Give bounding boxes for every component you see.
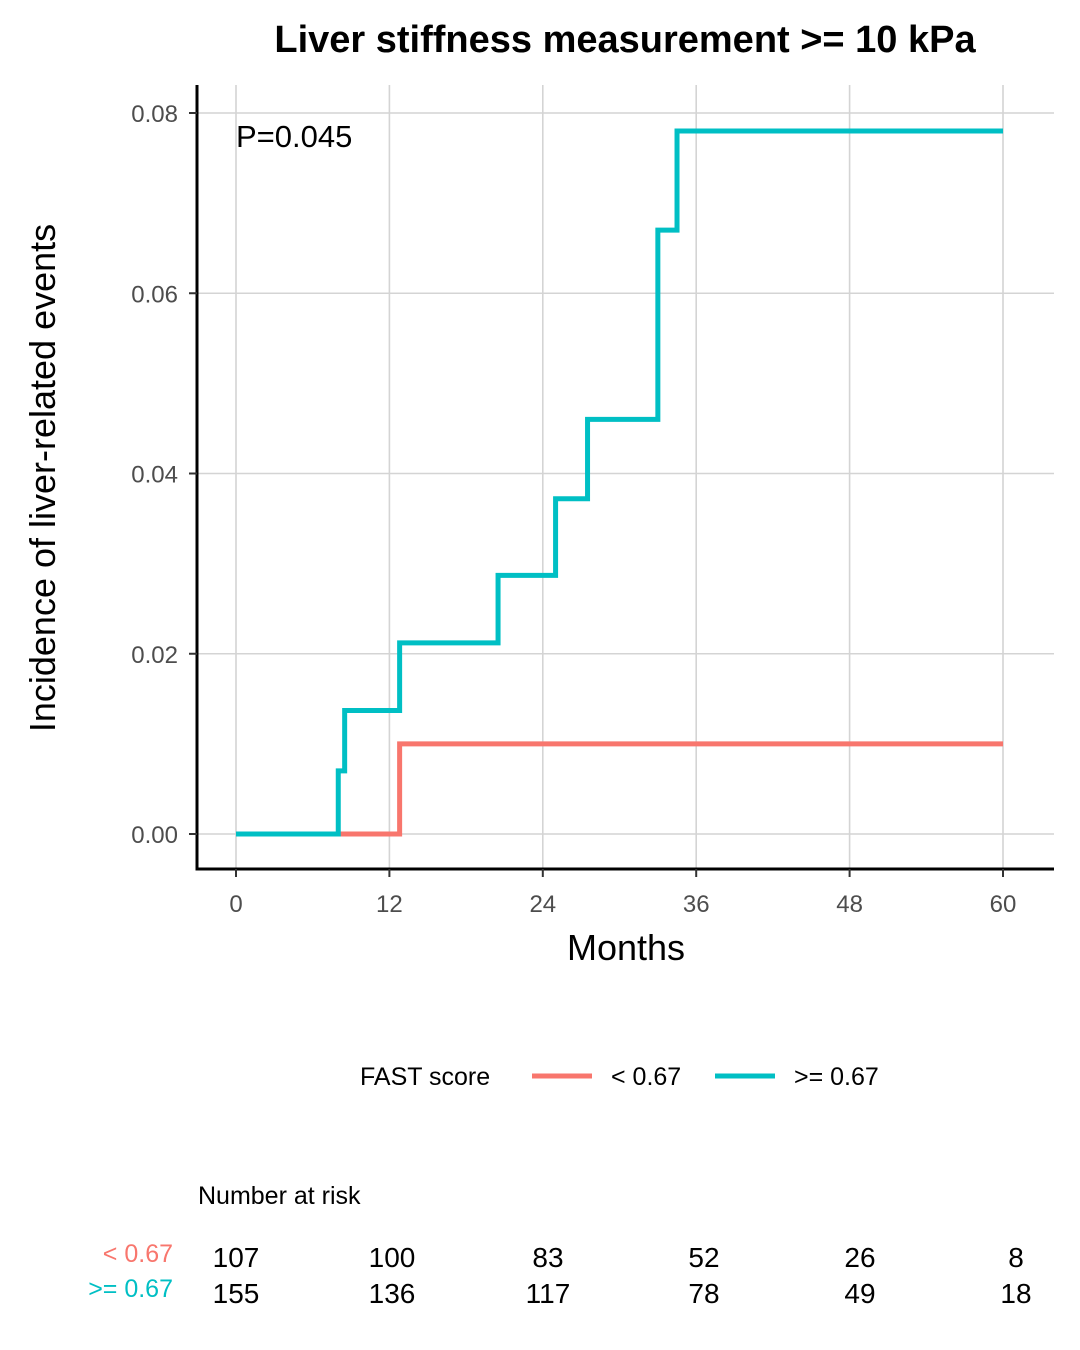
risk-value-low-1: 100 — [369, 1242, 416, 1273]
risk-value-high-3: 78 — [688, 1278, 719, 1309]
series-layer — [236, 128, 1003, 837]
y-tick-labels: 0.00 0.02 0.04 0.06 0.08 — [131, 101, 197, 849]
y-tick-label-3: 0.06 — [131, 281, 178, 308]
grid — [197, 85, 1054, 869]
x-tick-label-4: 48 — [836, 891, 863, 918]
risk-value-high-2: 117 — [526, 1278, 571, 1309]
chart-title: Liver stiffness measurement >= 10 kPa — [274, 19, 976, 61]
x-tick-label-1: 12 — [376, 891, 403, 918]
risk-value-low-3: 52 — [688, 1242, 719, 1273]
risk-table: Number at risk < 0.67 >= 0.67 107 100 83 52… — [88, 1182, 1031, 1309]
legend-label-low: < 0.67 — [611, 1063, 681, 1091]
axes — [195, 85, 1054, 871]
series-line-high — [236, 128, 1003, 837]
risk-value-low-4: 26 — [844, 1242, 875, 1273]
x-axis-title: Months — [567, 927, 685, 968]
risk-value-low-0: 107 — [213, 1242, 260, 1273]
risk-value-low-5: 8 — [1008, 1242, 1024, 1273]
x-tick-label-2: 24 — [529, 891, 556, 918]
y-tick-label-1: 0.02 — [131, 642, 178, 669]
risk-value-high-0: 155 — [213, 1278, 260, 1309]
y-tick-label-0: 0.00 — [131, 822, 178, 849]
y-tick-label-4: 0.08 — [131, 101, 178, 128]
legend-title: FAST score — [360, 1063, 490, 1091]
risk-table-title: Number at risk — [198, 1182, 361, 1210]
risk-values: 107 100 83 52 26 8 155 136 117 78 49 18 — [213, 1242, 1032, 1309]
x-tick-labels: 0 12 24 36 48 60 — [229, 869, 1016, 918]
risk-row-label-low: < 0.67 — [103, 1240, 173, 1268]
x-tick-label-3: 36 — [683, 891, 710, 918]
x-tick-label-0: 0 — [229, 891, 242, 918]
y-axis-title: Incidence of liver-related events — [22, 224, 63, 732]
x-tick-label-5: 60 — [990, 891, 1017, 918]
risk-row-label-high: >= 0.67 — [88, 1275, 173, 1303]
y-tick-label-2: 0.04 — [131, 462, 178, 489]
risk-value-high-5: 18 — [1000, 1278, 1031, 1309]
series-line-low — [236, 741, 1003, 837]
risk-value-high-1: 136 — [369, 1278, 416, 1309]
risk-value-low-2: 83 — [532, 1242, 563, 1273]
legend: FAST score < 0.67 >= 0.67 — [360, 1063, 879, 1091]
risk-value-high-4: 49 — [844, 1278, 875, 1309]
legend-label-high: >= 0.67 — [794, 1063, 879, 1091]
p-value-annotation: P=0.045 — [236, 119, 352, 154]
